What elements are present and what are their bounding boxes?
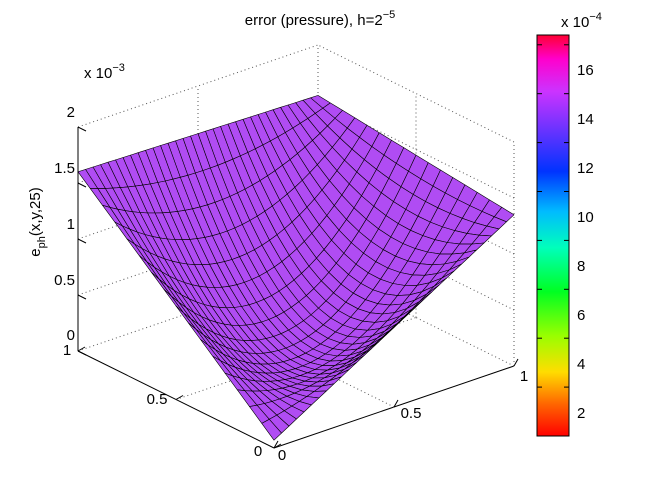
chart-title-exponent: −5 <box>383 9 396 21</box>
z-tick-mark <box>77 182 87 188</box>
z-axis-label-subscript: ph <box>36 236 48 248</box>
z-tick-label: 1.5 <box>54 160 75 177</box>
x-axis-tick-labels: 0 0.5 1 <box>278 368 528 464</box>
colorbar-gradient <box>536 34 570 437</box>
x-tick-label: 1 <box>520 368 528 385</box>
z-axis-tick-labels: 0 0.5 1 1.5 2 <box>54 104 75 344</box>
x-tick-label: 0.5 <box>401 405 422 422</box>
z-tick-mark <box>77 350 87 356</box>
grid-line <box>317 212 515 311</box>
x-tick-mark <box>393 399 399 408</box>
z-scale-exponent: −3 <box>112 62 125 74</box>
grid-line <box>317 268 515 367</box>
colorbar-ticks <box>537 44 569 388</box>
grid-line <box>197 309 395 408</box>
z-tick-label: 0 <box>67 327 75 344</box>
colorbar-tick-label: 16 <box>577 62 594 79</box>
colorbar: x 10−4 2 4 6 8 10 12 14 16 <box>536 11 602 437</box>
colorbar-scale-exponent: −4 <box>589 11 602 23</box>
grid-line <box>317 44 515 143</box>
y-tick-mark <box>273 443 282 449</box>
colorbar-tick-label: 8 <box>577 258 585 275</box>
z-scale-label: x 10−3 <box>84 62 125 82</box>
colorbar-tick-label: 14 <box>577 111 594 128</box>
x-tick-mark <box>513 358 519 367</box>
z-tick-mark <box>77 294 87 300</box>
y-tick-label: 1 <box>63 342 71 359</box>
axis-ticks <box>77 126 519 449</box>
z-tick-mark <box>77 238 87 244</box>
colorbar-tick-label: 6 <box>577 307 585 324</box>
chart-title: error (pressure), h=2−5 <box>245 9 396 29</box>
z-tick-label: 0.5 <box>54 272 75 289</box>
surface-patch <box>261 418 282 441</box>
z-tick-label: 1 <box>67 216 75 233</box>
y-tick-mark <box>77 346 86 352</box>
z-tick-mark <box>77 126 87 132</box>
y-tick-label: 0 <box>254 443 262 460</box>
z-tick-label: 2 <box>67 104 75 121</box>
z-axis-label: eph(x,y,25) <box>27 187 48 257</box>
colorbar-tick-label: 2 <box>577 405 585 422</box>
surface-mesh <box>77 95 515 441</box>
y-tick-mark <box>175 395 184 400</box>
colorbar-scale-label: x 10−4 <box>561 11 602 31</box>
colorbar-tick-label: 4 <box>577 356 585 373</box>
y-axis-tick-labels: 0 0.5 1 <box>63 342 262 460</box>
x-tick-label: 0 <box>278 447 286 464</box>
colorbar-tick-labels: 2 4 6 8 10 12 14 16 <box>577 62 594 422</box>
grid-line <box>317 100 515 199</box>
colorbar-tick-label: 10 <box>577 209 594 226</box>
y-tick-label: 0.5 <box>147 391 168 408</box>
colorbar-tick-label: 12 <box>577 160 594 177</box>
x-tick-mark <box>273 440 279 449</box>
